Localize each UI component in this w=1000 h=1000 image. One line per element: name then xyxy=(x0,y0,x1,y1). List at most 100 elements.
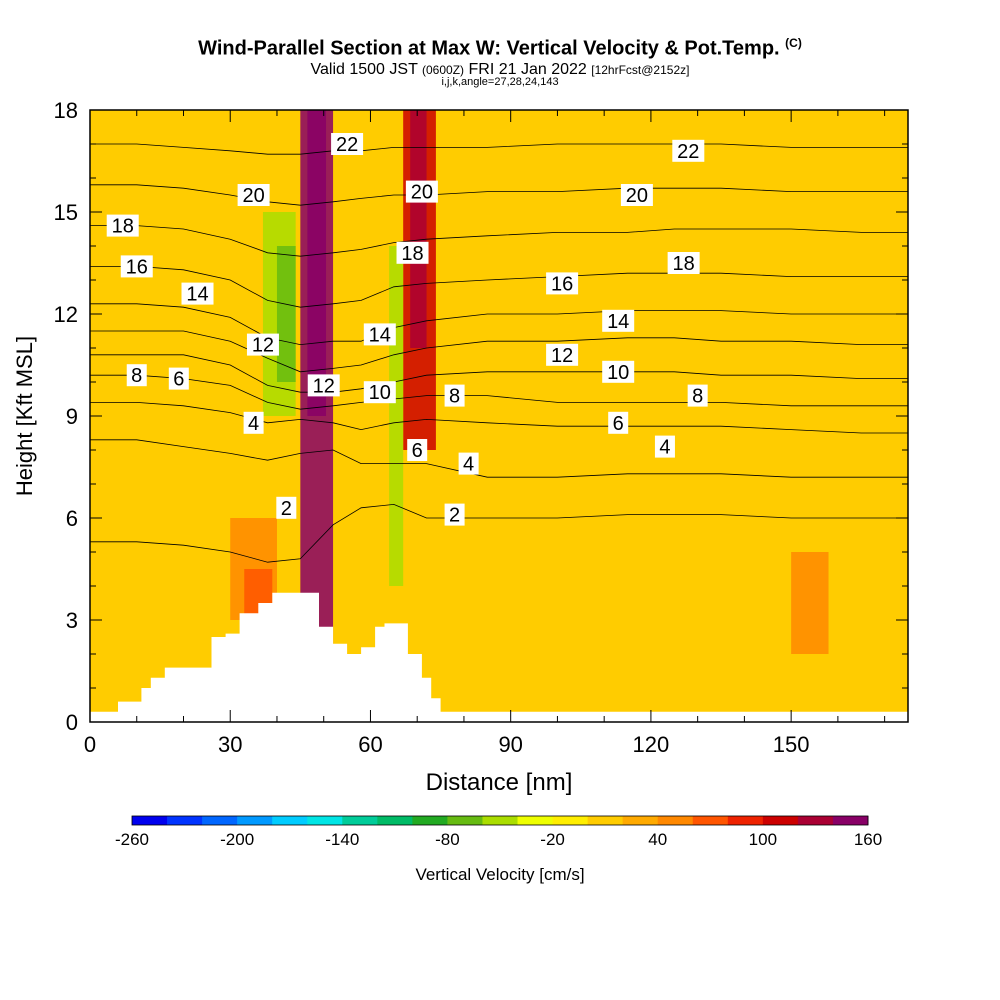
colorbar-swatch xyxy=(202,816,238,825)
x-tick-label: 90 xyxy=(498,732,522,757)
x-tick-label: 120 xyxy=(633,732,670,757)
contour-label: 8 xyxy=(449,386,460,408)
theta-contour xyxy=(90,225,908,257)
x-tick-label: 60 xyxy=(358,732,382,757)
contour-label-box xyxy=(331,133,364,155)
contour-label: 14 xyxy=(186,284,208,306)
contour-label: 18 xyxy=(401,243,423,265)
colorbar-tick-label: -260 xyxy=(115,830,149,849)
colorbar-tick-label: -200 xyxy=(220,830,254,849)
title-mark: (C) xyxy=(785,36,802,50)
contour-label: 2 xyxy=(281,498,292,520)
chart-subtitle: Valid 1500 JST (0600Z) FRI 21 Jan 2022 [… xyxy=(0,61,1000,79)
terrain xyxy=(90,592,908,722)
theta-contour xyxy=(90,266,908,308)
contour-label: 16 xyxy=(551,273,573,295)
contour-label: 12 xyxy=(551,345,573,367)
contour-label-box xyxy=(546,343,579,366)
x-tick-label: 30 xyxy=(218,732,242,757)
contour-label: 22 xyxy=(677,141,699,163)
contour-label: 20 xyxy=(242,185,264,207)
w-cell xyxy=(307,110,327,416)
colorbar-swatch xyxy=(132,816,168,825)
contour-label: 12 xyxy=(313,375,335,397)
colorbar-swatch xyxy=(832,816,869,825)
colorbar-swatch xyxy=(587,816,624,825)
y-tick-label: 15 xyxy=(54,200,78,225)
y-tick-label: 0 xyxy=(66,710,78,735)
colorbar-swatch xyxy=(272,816,308,825)
y-tick-label: 18 xyxy=(54,98,78,123)
contour-label-box xyxy=(307,374,340,397)
colorbar-swatch xyxy=(482,816,519,825)
contour-label-box xyxy=(396,241,429,264)
x-tick-label: 150 xyxy=(773,732,810,757)
contour-label-box xyxy=(608,411,629,434)
contour-label: 16 xyxy=(126,256,148,278)
w-cell xyxy=(791,552,829,654)
contour-label: 20 xyxy=(626,185,648,207)
y-axis-label: Height [Kft MSL] xyxy=(12,336,37,496)
contour-label-box xyxy=(363,323,396,346)
axes: 0 30 60 90 120 150 0 3 6 9 12 15 18 Distance [nm] Heig… xyxy=(12,98,909,796)
contour-label: 4 xyxy=(659,437,670,459)
subtitle-valid: Valid 1500 JST xyxy=(310,61,418,78)
contour-label-box xyxy=(654,435,675,458)
colorbar-tick-label: -80 xyxy=(435,830,460,849)
contour-label-box xyxy=(667,252,700,274)
contour-label: 18 xyxy=(673,253,695,275)
contour-label-box xyxy=(407,439,428,461)
chart-title: Wind-Parallel Section at Max W: Vertical… xyxy=(0,36,1000,61)
w-cell xyxy=(410,110,427,348)
colorbar-swatch xyxy=(657,816,694,825)
contour-label: 22 xyxy=(336,134,358,156)
contour-label-box xyxy=(106,214,139,237)
contour-label: 18 xyxy=(112,216,134,238)
y-tick-label: 12 xyxy=(54,302,78,327)
field-base xyxy=(90,110,908,722)
theta-contour xyxy=(90,503,908,563)
contour-label-box xyxy=(181,282,214,305)
contour-label-box xyxy=(246,333,279,356)
colorbar-swatch xyxy=(517,816,554,825)
contour-label: 2 xyxy=(449,505,460,527)
x-axis-label: Distance [nm] xyxy=(426,769,573,796)
contour-label: 20 xyxy=(411,182,433,204)
terrain-fill xyxy=(90,592,908,722)
plot-background xyxy=(90,110,908,722)
contour-label-box xyxy=(243,411,264,434)
colorbar-swatch xyxy=(412,816,448,825)
contour-label-box xyxy=(276,496,297,519)
title-text: Wind-Parallel Section at Max W: Vertical… xyxy=(198,37,780,60)
theta-contour xyxy=(90,439,908,478)
w-cell xyxy=(276,246,296,382)
colorbar-swatch xyxy=(237,816,273,825)
theta-contour xyxy=(90,354,908,393)
colorbar-tick-label: 160 xyxy=(854,830,882,849)
theta-contour xyxy=(90,402,908,434)
contour-label: 4 xyxy=(248,413,259,435)
colorbar-swatch xyxy=(762,816,799,825)
contour-label-box xyxy=(444,384,465,407)
colorbar-swatch xyxy=(797,816,834,825)
contour-label: 14 xyxy=(607,311,629,333)
colorbar-swatch xyxy=(727,816,764,825)
contour-label-box xyxy=(168,367,189,390)
colorbar: -260 -200 -140 -80 -20 40 100 160 Vertical Veloc… xyxy=(115,815,882,884)
colorbar-swatch xyxy=(692,816,729,825)
contour-label: 6 xyxy=(613,413,624,435)
contour-label-box xyxy=(687,384,708,407)
y-tick-label: 6 xyxy=(66,506,78,531)
contour-label-box xyxy=(405,180,438,203)
contour-label: 8 xyxy=(692,386,703,408)
subtitle-date: FRI 21 Jan 2022 xyxy=(468,61,587,78)
contour-label-box xyxy=(444,503,465,526)
theta-contour xyxy=(90,303,908,346)
colorbar-tick-label: -140 xyxy=(325,830,359,849)
contour-label: 4 xyxy=(463,454,474,476)
theta-contour xyxy=(90,330,908,373)
subtitle-forecast: [12hrFcst@2152z] xyxy=(591,63,690,77)
colorbar-swatch xyxy=(342,816,378,825)
